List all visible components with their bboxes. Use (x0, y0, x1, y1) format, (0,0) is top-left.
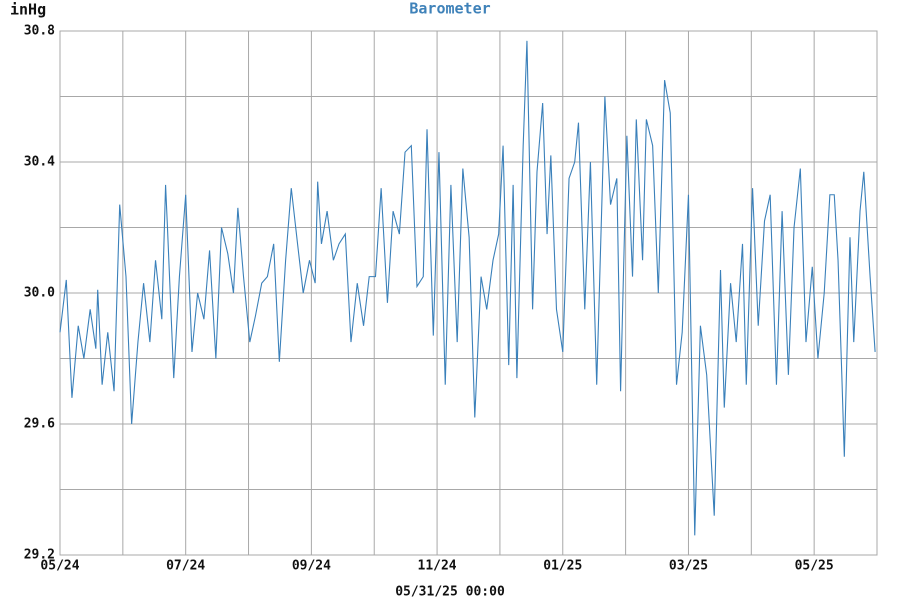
y-tick-label: 30.8 (24, 24, 55, 39)
x-tick-label: 01/25 (543, 559, 582, 574)
y-axis-label: inHg (10, 1, 46, 19)
y-tick-label: 29.6 (24, 417, 55, 432)
x-tick-label: 09/24 (292, 559, 331, 574)
barometer-line (59, 40, 876, 536)
x-tick-label: 05/24 (40, 559, 79, 574)
y-tick-label: 29.2 (24, 548, 55, 563)
x-axis-label: 05/31/25 00:00 (395, 585, 505, 600)
x-tick-label: 03/25 (669, 559, 708, 574)
chart-title: Barometer (409, 0, 490, 18)
x-tick-label: 07/24 (166, 559, 205, 574)
y-tick-label: 30.0 (24, 286, 55, 301)
y-tick-label: 30.4 (24, 155, 55, 170)
x-tick-label: 11/24 (418, 559, 457, 574)
x-tick-label: 05/25 (795, 559, 834, 574)
